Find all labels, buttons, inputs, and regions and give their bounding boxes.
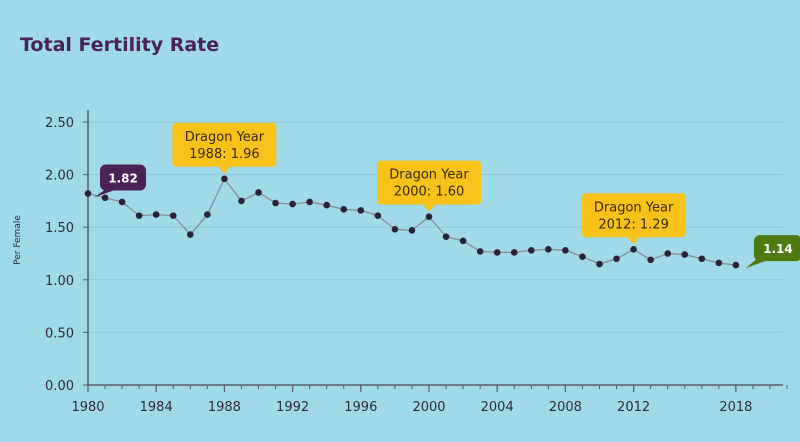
data-point-1984 bbox=[152, 211, 160, 218]
callout-line1: Dragon Year bbox=[389, 168, 469, 183]
y-tick-label-2.00: 2.00 bbox=[45, 169, 74, 184]
data-point-1980 bbox=[84, 190, 92, 197]
y-tick-label-0.50: 0.50 bbox=[45, 326, 74, 341]
data-point-2012 bbox=[630, 245, 637, 253]
x-tick-label-1984: 1984 bbox=[140, 400, 173, 415]
x-tick-label-1996: 1996 bbox=[344, 400, 377, 415]
data-point-2004 bbox=[493, 249, 501, 256]
x-tick-label-1988: 1988 bbox=[208, 400, 241, 415]
data-point-1990 bbox=[255, 189, 262, 196]
data-point-2000 bbox=[425, 213, 433, 220]
callout-1988: Dragon Year 1988: 1.96 bbox=[172, 122, 277, 174]
y-tick-label-2.50: 2.50 bbox=[45, 116, 74, 131]
y-tick-label-1.50: 1.50 bbox=[45, 221, 74, 236]
data-point-2011 bbox=[613, 255, 620, 263]
data-point-2003 bbox=[476, 248, 484, 255]
callout-2000: Dragon Year 2000: 1.60 bbox=[377, 160, 481, 212]
annotations: Dragon Year 1988: 1.96 Dragon Year 2000: 1.… bbox=[94, 122, 800, 269]
data-point-1987 bbox=[204, 211, 211, 218]
data-point-2005 bbox=[510, 249, 518, 256]
data-point-1985 bbox=[169, 212, 177, 219]
callout-line1: Dragon Year bbox=[185, 130, 265, 145]
callout-2012: Dragon Year 2012: 1.29 bbox=[581, 193, 686, 245]
x-tick-label-2004: 2004 bbox=[481, 400, 514, 415]
data-points bbox=[84, 175, 740, 269]
callout-line2: 1988: 1.96 bbox=[189, 147, 260, 162]
callout-box bbox=[172, 122, 277, 167]
callout-line2: 2012: 1.29 bbox=[598, 217, 669, 232]
x-tick-label-2012: 2012 bbox=[617, 400, 650, 415]
callout-pointer bbox=[423, 204, 435, 212]
chart-title: Total Fertility Rate bbox=[20, 34, 219, 56]
y-axis-label: Per Female bbox=[13, 215, 23, 265]
data-point-1988 bbox=[221, 175, 228, 183]
data-point-2017 bbox=[715, 259, 723, 267]
x-tick-label-2018: 2018 bbox=[719, 400, 752, 415]
data-point-1989 bbox=[238, 197, 245, 205]
data-point-1986 bbox=[187, 231, 194, 238]
data-point-2014 bbox=[664, 250, 671, 257]
end-label-text: 1.14 bbox=[763, 242, 793, 256]
data-point-2008 bbox=[562, 247, 569, 254]
x-tick-label-2008: 2008 bbox=[549, 400, 582, 415]
start-label-text: 1.82 bbox=[108, 172, 138, 186]
end-label-box bbox=[753, 235, 800, 262]
callout-line1: Dragon Year bbox=[594, 200, 674, 215]
data-point-1983 bbox=[135, 212, 143, 219]
data-point-1991 bbox=[272, 199, 279, 207]
callout-box bbox=[377, 160, 481, 205]
data-point-2010 bbox=[596, 260, 603, 268]
data-point-1996 bbox=[357, 207, 365, 214]
data-point-2018 bbox=[732, 261, 740, 269]
data-point-1982 bbox=[118, 198, 126, 206]
data-point-2007 bbox=[545, 245, 552, 253]
y-tick-label-0.00: 0.00 bbox=[45, 379, 74, 394]
data-point-2015 bbox=[681, 251, 689, 258]
grid bbox=[88, 121, 783, 333]
data-point-1998 bbox=[391, 226, 399, 233]
end-value-label: 1.14 bbox=[745, 235, 800, 269]
data-point-1981 bbox=[101, 194, 109, 202]
data-point-1999 bbox=[408, 227, 416, 234]
callout-pointer bbox=[218, 166, 231, 174]
end-label-pointer bbox=[745, 256, 768, 269]
start-value-label: 1.82 bbox=[94, 164, 146, 198]
data-point-2001 bbox=[442, 233, 450, 240]
x-tick-label-1992: 1992 bbox=[276, 400, 309, 415]
start-label-box bbox=[100, 164, 146, 191]
callout-box bbox=[581, 193, 686, 238]
data-point-2016 bbox=[698, 255, 706, 263]
data-point-2013 bbox=[647, 256, 654, 264]
callout-line2: 2000: 1.60 bbox=[394, 185, 465, 200]
data-point-1994 bbox=[323, 201, 331, 209]
y-tick-label-1.00: 1.00 bbox=[45, 274, 74, 289]
data-point-2006 bbox=[528, 247, 535, 254]
data-point-1997 bbox=[374, 212, 382, 219]
x-tick-label-2000: 2000 bbox=[412, 400, 445, 415]
axes: 0.00 0.50 1.00 1.50 2.00 2.50 1980 1984 1988 1992… bbox=[45, 110, 788, 415]
x-tick-label-1980: 1980 bbox=[71, 400, 104, 415]
start-label-pointer bbox=[94, 187, 116, 198]
data-point-1992 bbox=[289, 200, 296, 208]
data-point-2002 bbox=[459, 237, 467, 245]
callout-pointer bbox=[627, 237, 640, 245]
data-point-1993 bbox=[306, 198, 313, 206]
data-point-2009 bbox=[579, 253, 586, 260]
data-point-1995 bbox=[340, 206, 348, 213]
